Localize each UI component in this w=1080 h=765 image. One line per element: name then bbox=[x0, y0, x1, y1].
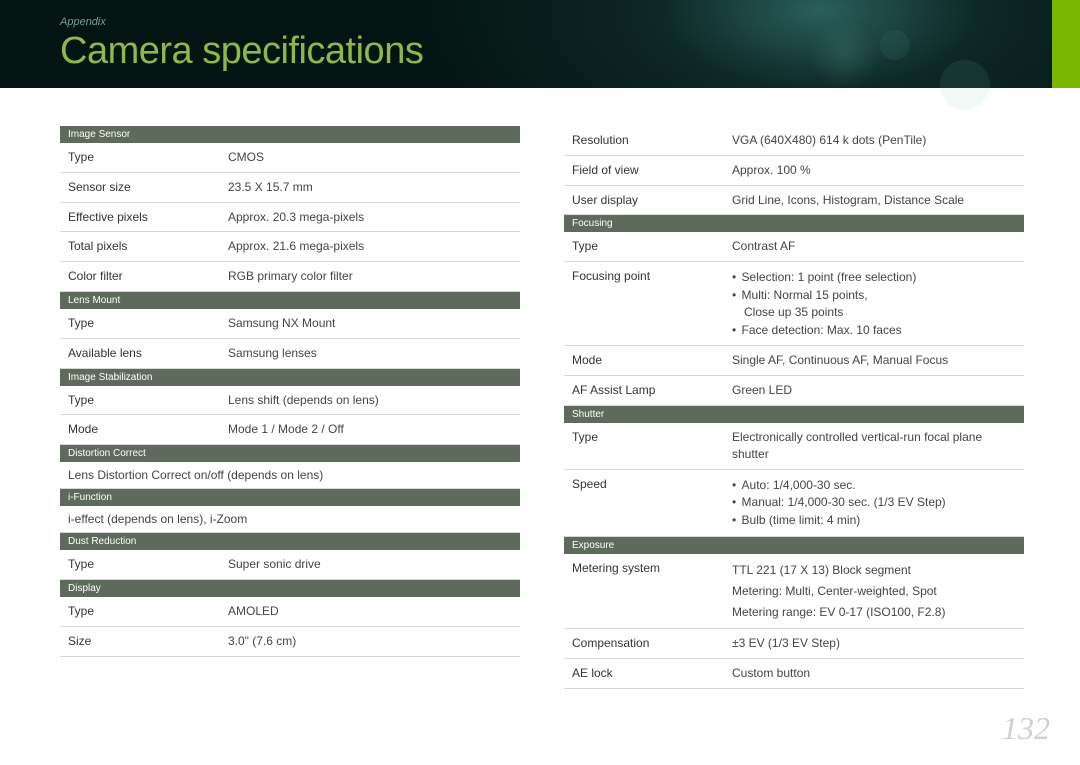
spec-key: Type bbox=[60, 550, 220, 579]
spec-value: 3.0" (7.6 cm) bbox=[220, 626, 520, 656]
spec-key: Speed bbox=[564, 469, 724, 536]
spec-value: Grid Line, Icons, Histogram, Distance Sc… bbox=[724, 185, 1024, 215]
spec-key: User display bbox=[564, 185, 724, 215]
spec-full-row: Lens Distortion Correct on/off (depends … bbox=[60, 462, 520, 489]
section-header: i-Function bbox=[60, 489, 520, 507]
spec-value: Samsung lenses bbox=[220, 338, 520, 368]
section-header: Shutter bbox=[564, 405, 1024, 423]
section-header: Dust Reduction bbox=[60, 533, 520, 551]
spec-value: Custom button bbox=[724, 659, 1024, 689]
spec-key: Compensation bbox=[564, 629, 724, 659]
spec-key: Effective pixels bbox=[60, 202, 220, 232]
page-number: 132 bbox=[1002, 710, 1050, 747]
spec-key: Color filter bbox=[60, 262, 220, 292]
spec-key: Type bbox=[564, 232, 724, 261]
spec-key: Sensor size bbox=[60, 172, 220, 202]
spec-value: TTL 221 (17 X 13) Block segmentMetering:… bbox=[724, 554, 1024, 629]
spec-key: Type bbox=[60, 386, 220, 415]
spec-value: Approx. 20.3 mega-pixels bbox=[220, 202, 520, 232]
section-header: Lens Mount bbox=[60, 291, 520, 309]
spec-key: AE lock bbox=[564, 659, 724, 689]
spec-key: Type bbox=[60, 143, 220, 172]
section-header: Distortion Correct bbox=[60, 445, 520, 463]
specs-table-right: ResolutionVGA (640X480) 614 k dots (PenT… bbox=[564, 126, 1024, 689]
spec-key: AF Assist Lamp bbox=[564, 376, 724, 406]
left-column: Image SensorTypeCMOSSensor size23.5 X 15… bbox=[60, 126, 520, 689]
spec-value: Super sonic drive bbox=[220, 550, 520, 579]
breadcrumb: Appendix bbox=[60, 16, 106, 28]
spec-value: CMOS bbox=[220, 143, 520, 172]
section-header: Exposure bbox=[564, 536, 1024, 554]
spec-key: Size bbox=[60, 626, 220, 656]
spec-value: Selection: 1 point (free selection)Multi… bbox=[724, 262, 1024, 346]
spec-key: Focusing point bbox=[564, 262, 724, 346]
spec-key: Mode bbox=[564, 346, 724, 376]
spec-value: Single AF, Continuous AF, Manual Focus bbox=[724, 346, 1024, 376]
spec-key: Type bbox=[60, 597, 220, 626]
spec-value: Green LED bbox=[724, 376, 1024, 406]
spec-key: Total pixels bbox=[60, 232, 220, 262]
section-header: Display bbox=[60, 579, 520, 597]
spec-value: Auto: 1/4,000-30 sec.Manual: 1/4,000-30 … bbox=[724, 469, 1024, 536]
spec-value: Electronically controlled vertical-run f… bbox=[724, 423, 1024, 469]
spec-key: Field of view bbox=[564, 155, 724, 185]
spec-key: Mode bbox=[60, 415, 220, 445]
right-column: ResolutionVGA (640X480) 614 k dots (PenT… bbox=[564, 126, 1024, 689]
spec-value: Lens shift (depends on lens) bbox=[220, 386, 520, 415]
section-header: Image Stabilization bbox=[60, 368, 520, 386]
spec-key: Metering system bbox=[564, 554, 724, 629]
section-header: Focusing bbox=[564, 215, 1024, 233]
spec-value: Mode 1 / Mode 2 / Off bbox=[220, 415, 520, 445]
content-area: Image SensorTypeCMOSSensor size23.5 X 15… bbox=[0, 88, 1080, 689]
page-banner: Appendix Camera specifications bbox=[0, 0, 1080, 88]
spec-value: AMOLED bbox=[220, 597, 520, 626]
spec-full-row: i-effect (depends on lens), i-Zoom bbox=[60, 506, 520, 533]
accent-tab bbox=[1052, 0, 1080, 88]
section-header: Image Sensor bbox=[60, 126, 520, 143]
spec-key: Resolution bbox=[564, 126, 724, 155]
spec-value: VGA (640X480) 614 k dots (PenTile) bbox=[724, 126, 1024, 155]
specs-table-left: Image SensorTypeCMOSSensor size23.5 X 15… bbox=[60, 126, 520, 657]
spec-value: RGB primary color filter bbox=[220, 262, 520, 292]
spec-value: ±3 EV (1/3 EV Step) bbox=[724, 629, 1024, 659]
spec-key: Type bbox=[564, 423, 724, 469]
spec-value: Approx. 100 % bbox=[724, 155, 1024, 185]
page-title: Camera specifications bbox=[60, 30, 423, 73]
spec-value: Approx. 21.6 mega-pixels bbox=[220, 232, 520, 262]
spec-key: Type bbox=[60, 309, 220, 338]
spec-value: 23.5 X 15.7 mm bbox=[220, 172, 520, 202]
spec-key: Available lens bbox=[60, 338, 220, 368]
spec-value: Samsung NX Mount bbox=[220, 309, 520, 338]
spec-value: Contrast AF bbox=[724, 232, 1024, 261]
